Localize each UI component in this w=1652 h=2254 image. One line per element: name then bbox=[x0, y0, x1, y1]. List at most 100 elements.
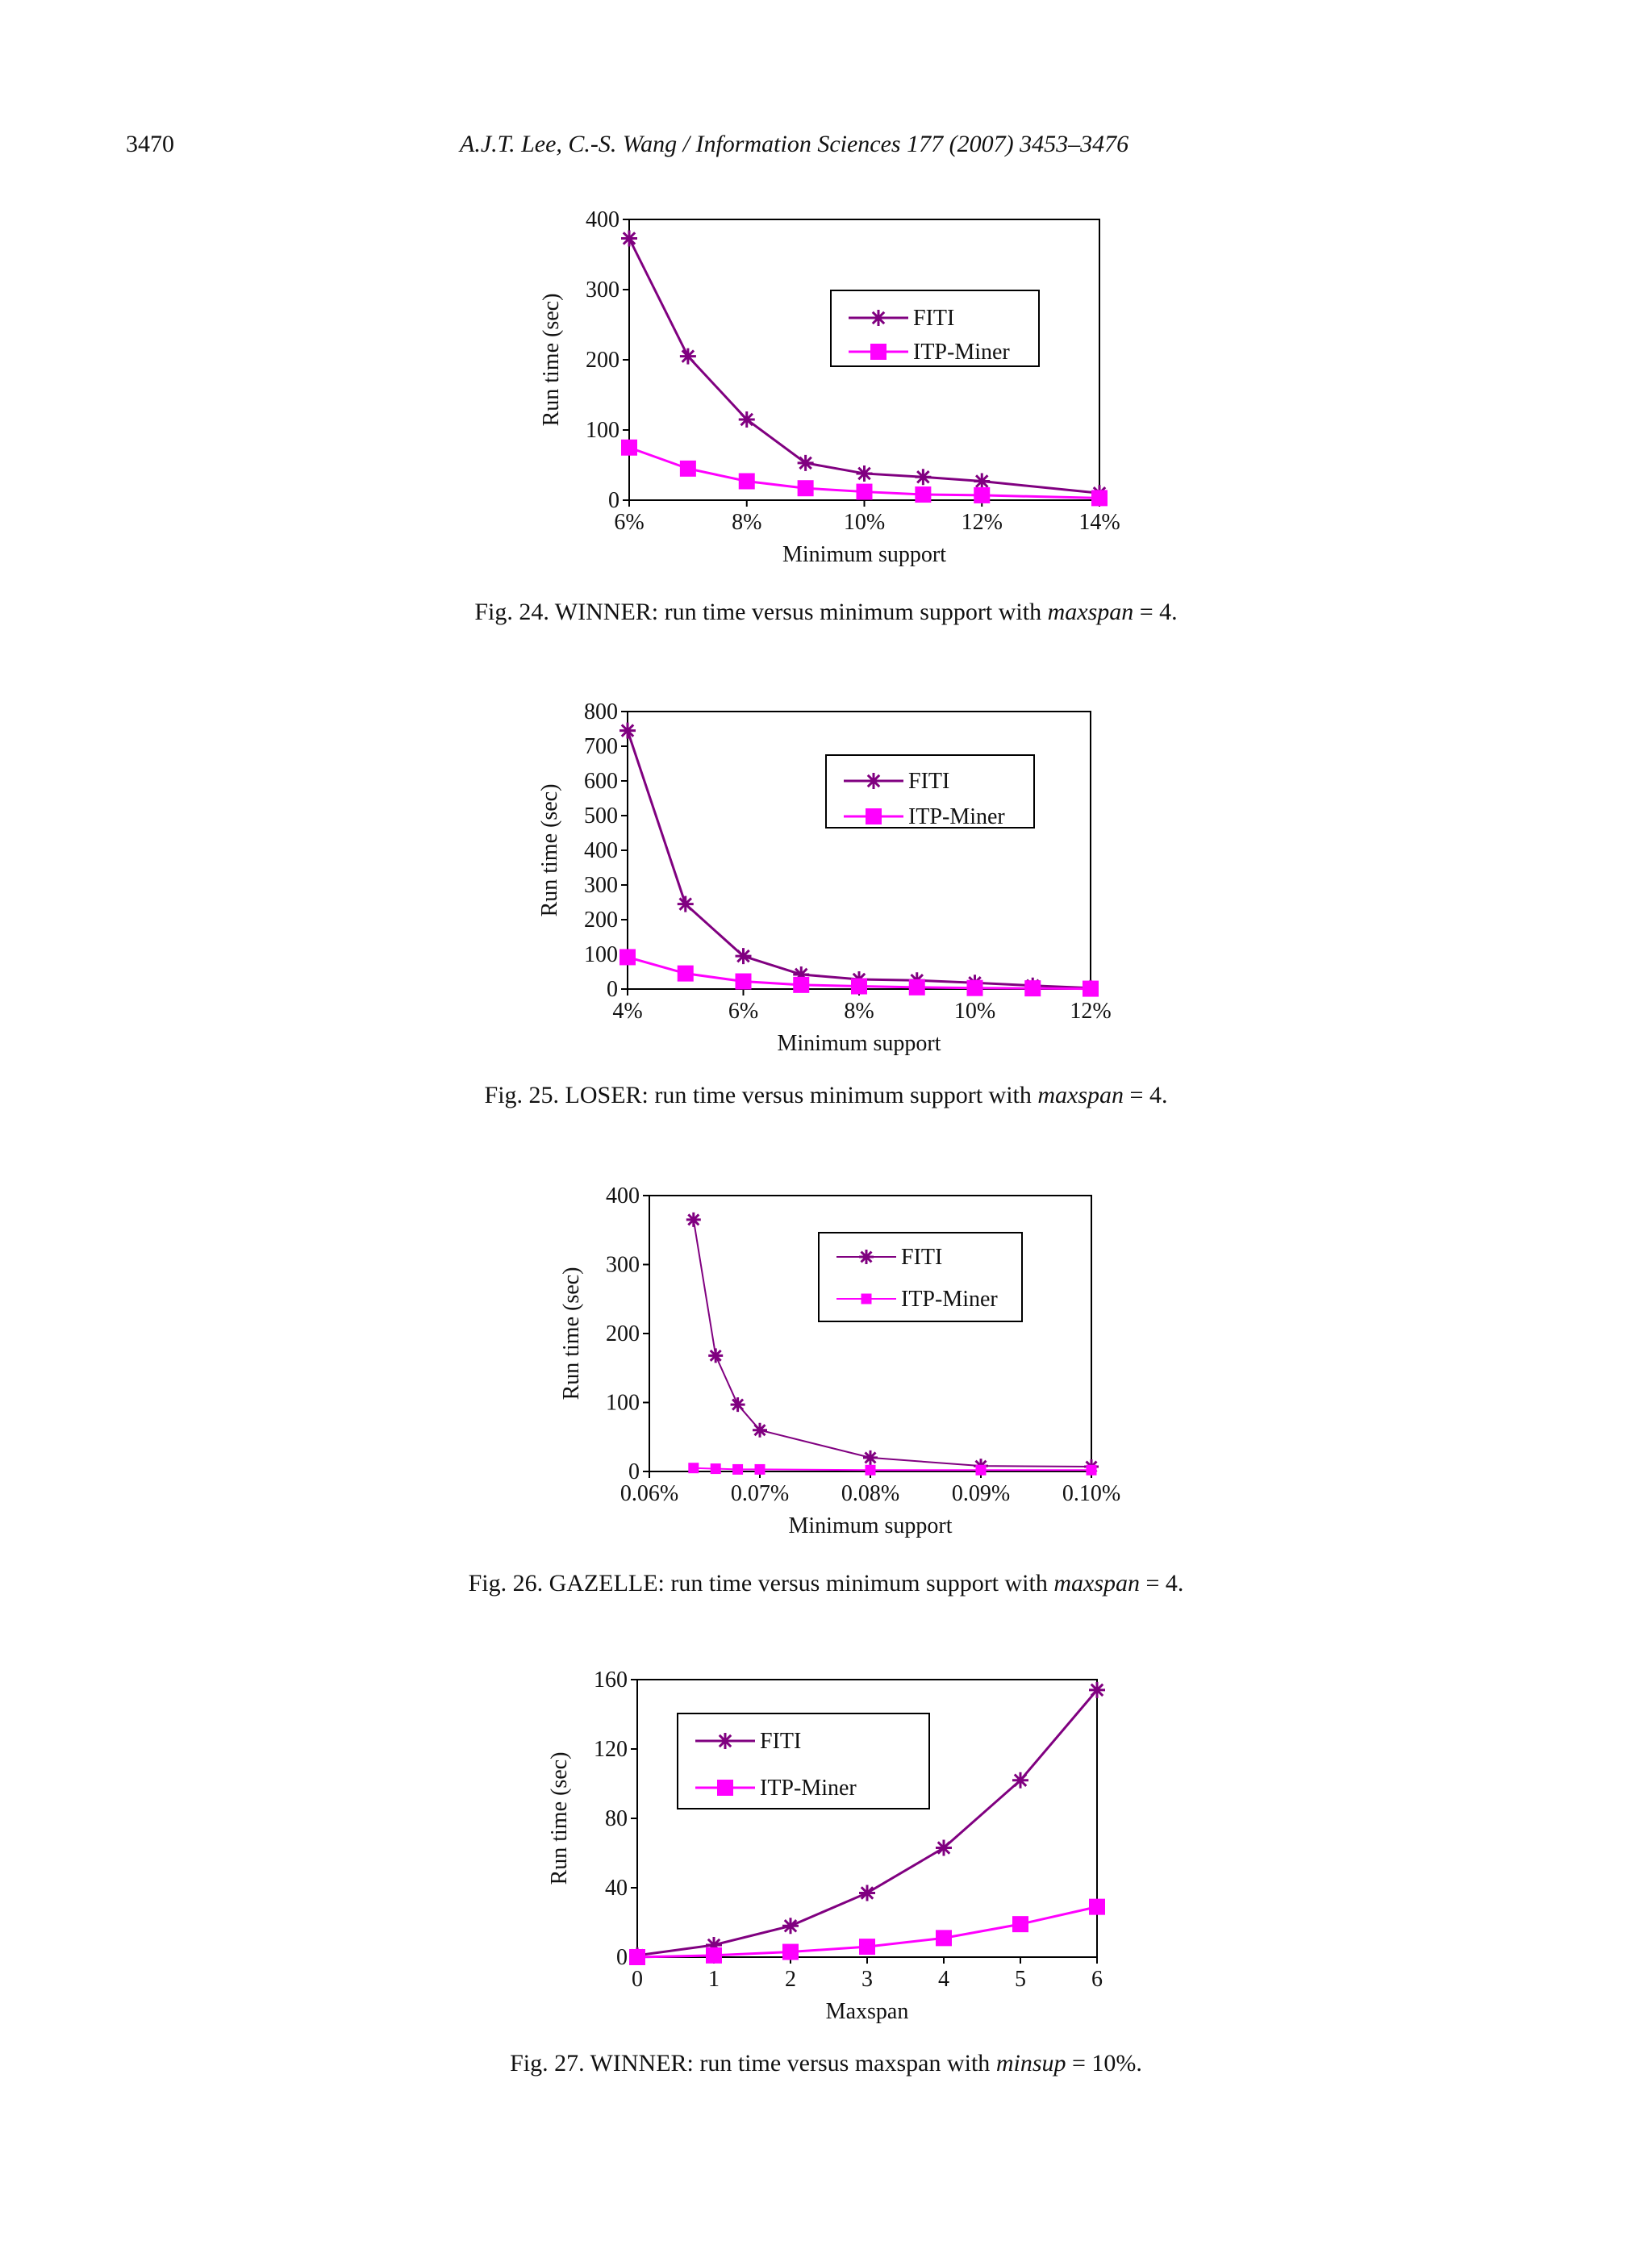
data-point-fiti bbox=[915, 469, 932, 486]
data-point-fiti bbox=[738, 411, 755, 428]
legend-marker-itp-miner bbox=[717, 1780, 733, 1796]
x-tick-label: 6% bbox=[728, 999, 758, 1024]
data-point-fiti bbox=[863, 1450, 878, 1465]
legend-label-fiti: FITI bbox=[913, 306, 954, 331]
x-tick-label: 10% bbox=[844, 510, 885, 535]
legend-label-itp-miner: ITP-Miner bbox=[913, 340, 1010, 365]
legend-marker-fiti bbox=[866, 773, 882, 789]
figure-25-chart: 0 100 200 300 400 500 600 700 800 4% 6% 8% 10% 12% Min… bbox=[537, 699, 1112, 1056]
plot-frame bbox=[627, 711, 1091, 990]
data-point-itp-miner bbox=[1086, 1464, 1097, 1476]
legend-label-fiti: FITI bbox=[760, 1729, 801, 1754]
data-point-itp-miner bbox=[629, 1949, 645, 1965]
data-point-itp-miner bbox=[710, 1463, 721, 1475]
caption-text: = 10%. bbox=[1066, 2050, 1142, 2077]
y-tick-label: 400 bbox=[586, 207, 620, 232]
data-point-itp-miner bbox=[735, 973, 752, 990]
y-tick-label: 300 bbox=[584, 873, 618, 898]
data-point-itp-miner bbox=[679, 460, 696, 477]
caption-variable: maxspan bbox=[1047, 599, 1134, 625]
y-tick-label: 100 bbox=[584, 942, 618, 967]
caption-text: = 4. bbox=[1133, 599, 1178, 625]
data-point-itp-miner bbox=[851, 978, 867, 995]
y-axis-label: Run time (sec) bbox=[537, 784, 562, 917]
x-tick-label: 4 bbox=[938, 1967, 949, 1992]
y-tick-label: 0 bbox=[607, 977, 618, 1002]
data-point-fiti bbox=[782, 1918, 799, 1935]
legend-marker-itp-miner bbox=[861, 1293, 872, 1304]
x-tick-label: 12% bbox=[962, 510, 1003, 535]
data-point-fiti bbox=[708, 1348, 724, 1363]
legend-marker-itp-miner bbox=[866, 808, 882, 824]
data-point-fiti bbox=[1012, 1772, 1028, 1789]
figure-24-chart: 0 100 200 300 400 6% 8% 10% 12% 14% Minimum suppor… bbox=[539, 207, 1120, 567]
x-tick-label: 0.08% bbox=[841, 1481, 899, 1506]
legend-label-fiti: FITI bbox=[901, 1245, 942, 1270]
data-point-itp-miner bbox=[856, 483, 873, 500]
data-point-itp-miner bbox=[688, 1463, 699, 1474]
legend-marker-itp-miner bbox=[870, 344, 886, 360]
data-point-itp-miner bbox=[1091, 490, 1108, 507]
page-number: 3470 bbox=[126, 131, 174, 157]
y-tick-label: 800 bbox=[584, 699, 618, 724]
caption-variable: maxspan bbox=[1053, 1570, 1141, 1597]
legend-label-itp-miner: ITP-Miner bbox=[760, 1776, 857, 1801]
y-tick-label: 300 bbox=[606, 1253, 640, 1278]
legend-box bbox=[830, 290, 1040, 367]
y-tick-label: 200 bbox=[584, 908, 618, 933]
figure-27-caption: Fig. 27. WINNER: run time versus maxspan… bbox=[0, 2050, 1652, 2077]
data-point-fiti bbox=[679, 348, 696, 365]
data-point-fiti bbox=[974, 473, 991, 490]
data-point-fiti bbox=[677, 895, 694, 912]
legend-label-itp-miner: ITP-Miner bbox=[908, 804, 1005, 829]
caption-text: Fig. 27. WINNER: run time versus maxspan… bbox=[510, 2050, 996, 2077]
x-axis-label: Minimum support bbox=[782, 542, 946, 567]
caption-text: Fig. 25. LOSER: run time versus minimum … bbox=[484, 1082, 1038, 1108]
data-point-itp-miner bbox=[677, 965, 694, 982]
figure-25-caption: Fig. 25. LOSER: run time versus minimum … bbox=[0, 1082, 1652, 1109]
figure-26-caption: Fig. 26. GAZELLE: run time versus minimu… bbox=[0, 1570, 1652, 1597]
legend-label-fiti: FITI bbox=[908, 769, 949, 794]
data-point-itp-miner bbox=[1089, 1898, 1105, 1915]
y-axis-label: Run time (sec) bbox=[547, 1752, 572, 1885]
x-tick-label: 0.09% bbox=[952, 1481, 1010, 1506]
data-point-itp-miner bbox=[754, 1463, 766, 1475]
x-tick-label: 0.06% bbox=[620, 1481, 678, 1506]
y-tick-label: 700 bbox=[584, 734, 618, 759]
data-point-itp-miner bbox=[1024, 980, 1041, 997]
caption-text: Fig. 26. GAZELLE: run time versus minimu… bbox=[468, 1570, 1054, 1597]
y-tick-label: 40 bbox=[605, 1876, 628, 1901]
data-point-fiti bbox=[706, 1936, 722, 1953]
legend-marker-fiti bbox=[870, 310, 886, 326]
y-tick-label: 300 bbox=[586, 278, 620, 303]
x-tick-label: 5 bbox=[1015, 1967, 1026, 1992]
legend-box bbox=[818, 1232, 1023, 1322]
caption-text: = 4. bbox=[1140, 1570, 1184, 1597]
data-point-fiti bbox=[735, 948, 752, 965]
caption-variable: maxspan bbox=[1037, 1082, 1124, 1108]
x-tick-label: 8% bbox=[844, 999, 874, 1024]
x-tick-label: 6% bbox=[614, 510, 644, 535]
data-point-itp-miner bbox=[966, 979, 983, 996]
y-tick-label: 160 bbox=[594, 1668, 628, 1693]
data-point-fiti bbox=[859, 1885, 875, 1901]
y-tick-label: 400 bbox=[606, 1183, 640, 1208]
x-tick-label: 8% bbox=[732, 510, 761, 535]
caption-text: = 4. bbox=[1124, 1082, 1168, 1108]
x-tick-label: 1 bbox=[708, 1967, 720, 1992]
x-tick-label: 0.10% bbox=[1062, 1481, 1120, 1506]
x-tick-label: 0 bbox=[632, 1967, 643, 1992]
data-point-fiti bbox=[621, 230, 637, 247]
figure-27-chart: 0 40 80 120 160 0 1 2 3 4 5 6 Maxspan Run time (sec) F… bbox=[547, 1668, 1105, 2024]
data-point-fiti bbox=[620, 722, 636, 739]
series-line-itp-miner bbox=[628, 446, 1100, 499]
data-point-itp-miner bbox=[908, 979, 925, 996]
caption-variable: minsup bbox=[995, 2050, 1066, 2077]
data-point-itp-miner bbox=[793, 976, 810, 993]
y-tick-label: 120 bbox=[594, 1737, 628, 1762]
x-tick-label: 0.07% bbox=[731, 1481, 789, 1506]
y-axis-label: Run time (sec) bbox=[539, 294, 564, 427]
data-point-itp-miner bbox=[975, 1464, 987, 1476]
legend-marker-fiti bbox=[717, 1733, 733, 1749]
x-tick-label: 3 bbox=[861, 1967, 873, 1992]
